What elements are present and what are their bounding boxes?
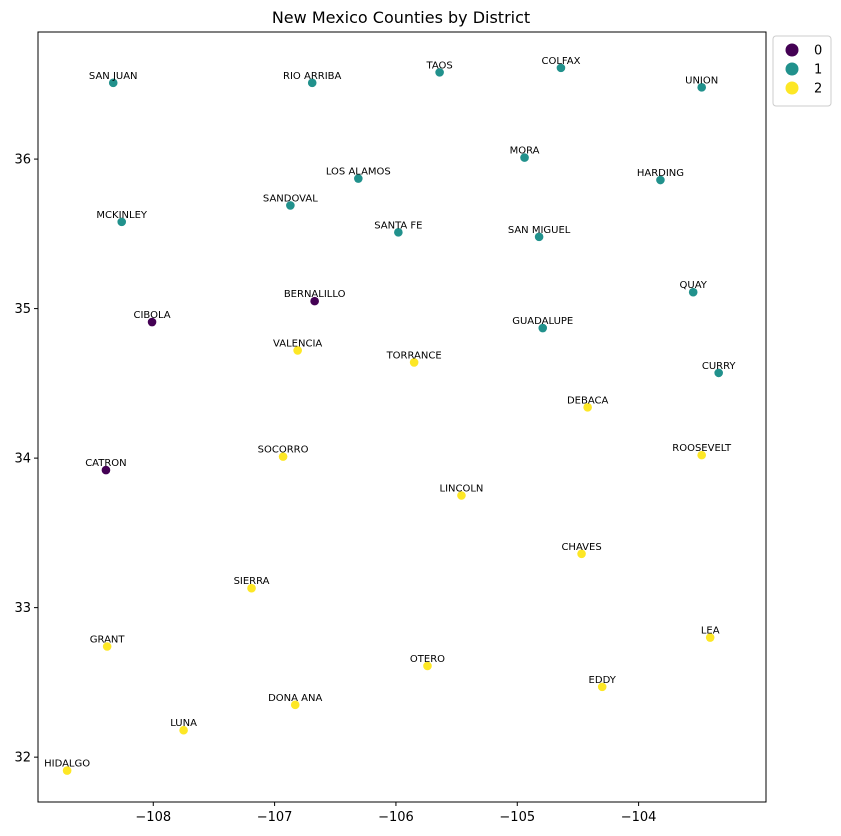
- point-label: ROOSEVELT: [672, 443, 732, 454]
- point-label: DONA ANA: [268, 693, 322, 704]
- point-label: LINCOLN: [440, 483, 484, 494]
- data-point: [597, 682, 607, 692]
- data-point: [688, 287, 698, 297]
- legend-marker: [785, 81, 799, 95]
- data-point: [534, 232, 544, 242]
- data-point: [656, 175, 665, 185]
- data-point: [117, 217, 127, 227]
- data-point: [179, 725, 188, 735]
- legend-box: [772, 35, 832, 107]
- y-tick-label: 36: [14, 153, 31, 168]
- point-label: VALENCIA: [273, 338, 322, 349]
- data-point: [538, 323, 548, 333]
- point-label: UNION: [685, 75, 718, 86]
- point-label: CIBOLA: [133, 310, 170, 321]
- legend-marker: [785, 43, 799, 57]
- legend-label: 0: [814, 44, 822, 59]
- x-tick-label: −104: [621, 810, 657, 825]
- legend-label: 1: [814, 63, 822, 78]
- data-point: [307, 78, 317, 88]
- legend-label: 2: [814, 82, 822, 97]
- data-point: [108, 78, 118, 88]
- y-axis: 32 33 34 35 36: [14, 153, 38, 766]
- legend: 0 1 2: [772, 35, 832, 107]
- data-point: [556, 63, 566, 73]
- data-point: [697, 450, 706, 460]
- point-label: SAN JUAN: [89, 71, 138, 82]
- plot-frame: [37, 31, 767, 803]
- point-label: HARDING: [637, 168, 684, 179]
- point-labels: SAN JUAN RIO ARRIBA TAOS COLFAX UNION MORA LOS…: [44, 56, 736, 770]
- data-point: [520, 153, 529, 162]
- data-point: [409, 358, 419, 367]
- data-point: [290, 700, 300, 710]
- data-point: [147, 317, 157, 327]
- y-tick-label: 33: [14, 601, 31, 616]
- point-label: SANTA FE: [374, 220, 422, 231]
- point-label: TORRANCE: [386, 350, 442, 361]
- x-axis: −108 −107 −106 −105 −104: [135, 802, 656, 825]
- x-tick-label: −105: [499, 810, 535, 825]
- data-point: [705, 633, 715, 642]
- y-tick-label: 34: [14, 452, 31, 467]
- point-label: SOCORRO: [258, 445, 309, 456]
- point-label: BERNALILLO: [284, 289, 346, 300]
- data-point: [102, 642, 112, 651]
- point-label: GRANT: [90, 635, 126, 646]
- plot-area: [38, 32, 766, 802]
- point-label: SIERRA: [234, 576, 270, 587]
- data-point: [101, 465, 111, 475]
- data-point: [286, 201, 295, 210]
- data-point: [697, 83, 706, 92]
- data-point: [293, 346, 302, 355]
- point-label: LOS ALAMOS: [326, 167, 391, 178]
- point-label: RIO ARRIBA: [283, 71, 341, 82]
- legend-marker: [785, 62, 799, 76]
- point-label: SANDOVAL: [263, 193, 318, 204]
- point-label: DEBACA: [567, 395, 609, 406]
- y-tick-label: 32: [14, 751, 31, 766]
- x-tick-label: −106: [378, 810, 414, 825]
- point-label: MCKINLEY: [96, 210, 147, 221]
- point-label: GUADALUPE: [512, 316, 573, 327]
- point-label: SAN MIGUEL: [508, 225, 571, 236]
- x-tick-label: −107: [257, 810, 293, 825]
- data-point: [247, 583, 256, 593]
- data-points: [62, 63, 723, 775]
- point-label: EDDY: [589, 675, 617, 686]
- data-point: [714, 368, 723, 378]
- chart-title: New Mexico Counties by District: [272, 8, 530, 27]
- x-tick-label: −108: [135, 810, 171, 825]
- data-point: [577, 549, 586, 559]
- data-point: [354, 174, 363, 183]
- data-point: [394, 228, 403, 237]
- point-label: COLFAX: [541, 56, 580, 67]
- point-label: LEA: [701, 626, 720, 637]
- point-label: MORA: [510, 146, 540, 157]
- point-label: CHAVES: [561, 542, 601, 553]
- point-label: CURRY: [702, 361, 737, 372]
- y-tick-label: 35: [14, 302, 31, 317]
- data-point: [278, 452, 288, 461]
- point-label: QUAY: [680, 280, 708, 291]
- point-label: HIDALGO: [44, 759, 90, 770]
- data-point: [62, 766, 72, 775]
- data-point: [583, 402, 592, 412]
- point-label: OTERO: [410, 654, 445, 665]
- point-label: TAOS: [426, 60, 453, 71]
- point-label: CATRON: [85, 458, 126, 469]
- data-point: [457, 491, 466, 500]
- point-label: LUNA: [170, 718, 197, 729]
- data-point: [435, 68, 444, 77]
- data-point: [423, 661, 432, 671]
- data-point: [310, 296, 319, 306]
